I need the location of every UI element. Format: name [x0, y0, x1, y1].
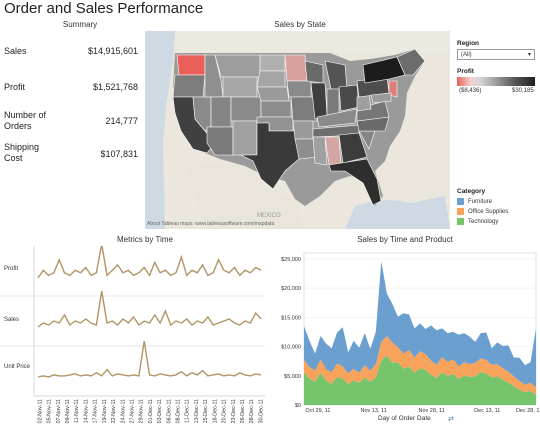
map-attribution[interactable]: About Tableau maps: www.tableausoftware.… [147, 221, 275, 227]
metric-label-unit-price: Unit Price [4, 364, 31, 370]
dashboard-title: Order and Sales Performance [4, 0, 204, 17]
area-chart-heading: Sales by Time and Product [357, 235, 453, 244]
metric-date-tick: 22-Nov-11 [111, 399, 117, 423]
area-y-tick: $0 [295, 403, 301, 409]
area-series-office-supplies[interactable] [304, 336, 536, 395]
summary-value-orders: 214,777 [105, 116, 138, 126]
metrics-svg: 02-Nov-11 05-Nov-11 07-Nov-11 09-Nov-11 11-N… [0, 243, 265, 423]
profit-legend-max: $30,185 [512, 88, 534, 94]
metrics-chart[interactable]: 02-Nov-11 05-Nov-11 07-Nov-11 09-Nov-11 11-N… [0, 243, 268, 429]
metric-date-tick: 26-Dec-11 [240, 399, 246, 423]
profit-color-ramp [457, 77, 535, 86]
metric-date-tick: 08-Dec-11 [176, 399, 182, 423]
category-legend-label: Category [457, 188, 486, 195]
map-svg [145, 31, 450, 229]
metric-date-tick: 29-Nov-11 [139, 399, 145, 423]
area-series-technology[interactable] [304, 355, 536, 405]
metric-line-unit_price [37, 340, 262, 378]
swatch-icon [457, 197, 464, 205]
summary-value-sales: $14,915,601 [87, 46, 138, 56]
chevron-down-icon: ▾ [527, 52, 531, 58]
metric-date-tick: 18-Dec-11 [212, 399, 218, 423]
category-item-technology[interactable]: Technology [457, 217, 508, 227]
metric-date-tick: 20-Dec-11 [222, 399, 228, 423]
area-x-tick: Dec 28, 11 [516, 408, 540, 414]
profit-legend-label: Profit [457, 68, 474, 75]
area-x-tick: Nov 13, 11 [360, 408, 386, 414]
sales-area-chart[interactable]: $0 $5,000 $10,000 $15,000 $20,000 $25,000 Oct … [268, 245, 540, 429]
metric-date-tick: 27-Nov-11 [129, 399, 135, 423]
metric-line-sales [37, 290, 262, 328]
profit-legend-min: ($8,436) [459, 88, 482, 94]
metric-date-tick: 30-Dec-11 [258, 399, 264, 423]
swatch-icon [457, 207, 464, 215]
metric-line-profit [37, 243, 262, 279]
region-dropdown[interactable]: (All) ▾ [457, 49, 535, 60]
metric-date-tick: 28-Dec-11 [249, 399, 255, 423]
area-y-tick: $25,000 [281, 257, 301, 263]
metric-date-tick: 09-Nov-11 [65, 399, 71, 423]
area-x-tick: Nov 28, 11 [418, 408, 444, 414]
category-item-furniture[interactable]: Furniture [457, 197, 508, 207]
area-svg: $0 $5,000 $10,000 $15,000 $20,000 $25,000 Oct … [281, 252, 540, 414]
swatch-icon [457, 217, 464, 225]
category-item-office-supplies[interactable]: Office Supplies [457, 207, 508, 217]
category-name: Technology [468, 219, 499, 225]
metric-date-tick: 02-Nov-11 [37, 399, 43, 423]
area-x-tick: Dec 13, 11 [474, 408, 500, 414]
metric-label-profit: Profit [4, 266, 19, 272]
region-filter-label: Region [457, 40, 480, 47]
metric-date-tick: 06-Dec-11 [166, 399, 172, 423]
metric-date-tick: 05-Nov-11 [47, 399, 53, 423]
metric-date-tick: 11-Dec-11 [185, 399, 191, 423]
metric-date-tick: 03-Dec-11 [157, 399, 163, 423]
summary-label-shipping: Shipping Cost [4, 142, 40, 163]
region-dropdown-value: (All) [461, 52, 472, 58]
metric-date-tick: 13-Dec-11 [194, 399, 200, 423]
metric-date-tick: 01-Dec-11 [148, 399, 154, 423]
metric-date-tick: 17-Nov-11 [93, 399, 99, 423]
category-name: Furniture [468, 199, 493, 205]
metric-date-tick: 11-Nov-11 [74, 399, 80, 423]
area-y-tick: $20,000 [281, 286, 301, 292]
area-series-furniture[interactable] [304, 261, 536, 387]
area-y-tick: $10,000 [281, 345, 301, 351]
sort-icon[interactable]: ⇄ [448, 416, 454, 423]
area-y-tick: $15,000 [281, 315, 301, 321]
summary-heading: Summary [62, 20, 98, 29]
metric-date-tick: 14-Nov-11 [83, 399, 89, 423]
metric-date-tick: 23-Dec-11 [231, 399, 237, 423]
summary-label-sales: Sales [4, 46, 27, 56]
summary-label-profit: Profit [4, 82, 26, 92]
area-y-tick: $5,000 [284, 374, 301, 380]
summary-value-shipping: $107,831 [100, 149, 138, 159]
sales-by-state-map[interactable]: MEXICO About Tableau maps: www.tableauso… [145, 31, 450, 229]
area-x-tick: Oct 29, 11 [305, 408, 330, 414]
metric-date-tick: 24-Nov-11 [120, 399, 126, 423]
area-x-axis-label: Day of Order Date [378, 415, 431, 422]
metric-label-sales: Sales [4, 317, 20, 323]
metric-date-tick: 07-Nov-11 [56, 399, 62, 423]
category-name: Office Supplies [468, 209, 509, 215]
metrics-heading: Metrics by Time [116, 235, 173, 244]
map-heading: Sales by State [274, 20, 326, 29]
metric-date-tick: 19-Nov-11 [102, 399, 108, 423]
map-label-mexico: MEXICO [257, 213, 281, 219]
summary-value-profit: $1,521,768 [92, 82, 138, 92]
metric-date-tick: 15-Dec-11 [203, 399, 209, 423]
summary-label-orders: Number of Orders [4, 110, 47, 131]
category-legend: Furniture Office Supplies Technology [457, 197, 508, 227]
